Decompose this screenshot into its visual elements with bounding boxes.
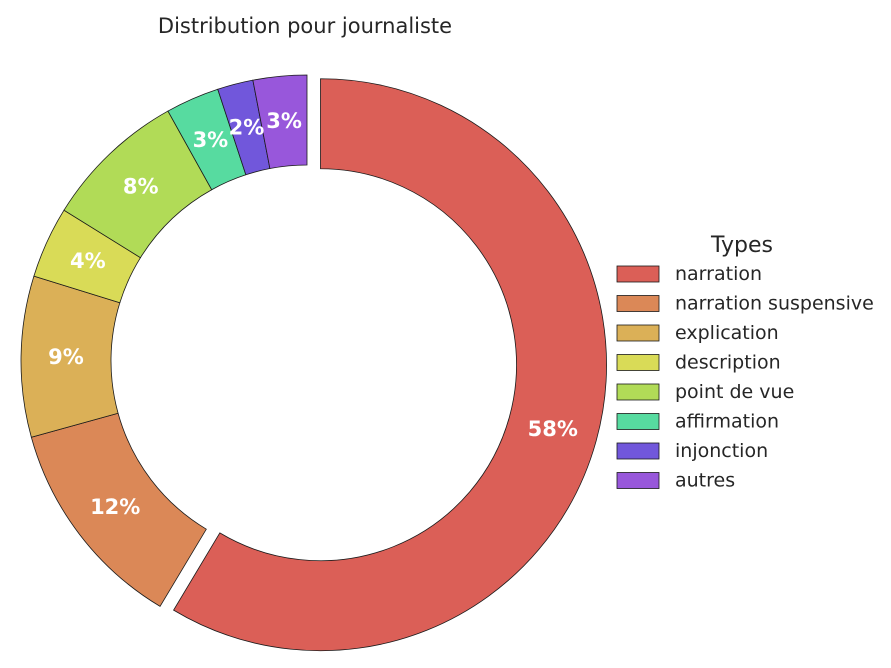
percent-label-narration: 58% bbox=[528, 417, 578, 441]
chart-title: Distribution pour journaliste bbox=[158, 14, 452, 38]
legend-swatch-narration bbox=[616, 265, 660, 283]
legend-swatch-narration-suspensive bbox=[616, 295, 660, 312]
legend-swatch-point-de-vue bbox=[616, 383, 660, 401]
percent-label-injonction: 2% bbox=[229, 116, 265, 140]
legend-swatch-autres bbox=[616, 472, 660, 489]
legend-label-narration: narration bbox=[675, 263, 762, 285]
percent-label-autres: 3% bbox=[266, 109, 302, 133]
legend-label-explication: explication bbox=[675, 322, 779, 344]
legend-swatch-affirmation bbox=[616, 413, 660, 430]
legend: Types narration narration suspensive expli… bbox=[616, 233, 874, 492]
legend-title: Types bbox=[710, 233, 773, 258]
slice-autres bbox=[252, 74, 308, 170]
legend-label-autres: autres bbox=[675, 470, 735, 492]
percent-label-explication: 9% bbox=[48, 345, 84, 369]
percent-label-point-de-vue: 8% bbox=[123, 175, 159, 199]
percent-label-description: 4% bbox=[70, 249, 106, 273]
legend-swatch-description bbox=[616, 354, 660, 371]
legend-label-injonction: injonction bbox=[675, 440, 768, 462]
slices-group bbox=[20, 74, 607, 652]
percent-label-affirmation: 3% bbox=[193, 128, 229, 152]
legend-label-affirmation: affirmation bbox=[675, 411, 779, 433]
slice-narration bbox=[173, 78, 607, 652]
legend-swatch-injonction bbox=[616, 442, 660, 460]
legend-swatch-explication bbox=[616, 324, 660, 342]
legend-label-point-de-vue: point de vue bbox=[675, 381, 794, 403]
legend-label-description: description bbox=[675, 352, 781, 374]
percent-label-narration-suspensive: 12% bbox=[90, 495, 140, 519]
legend-label-narration-suspensive: narration suspensive bbox=[675, 293, 874, 315]
percent-labels-group: 58% 12% 9% 4% 8% 3%2% 3% bbox=[48, 109, 578, 519]
